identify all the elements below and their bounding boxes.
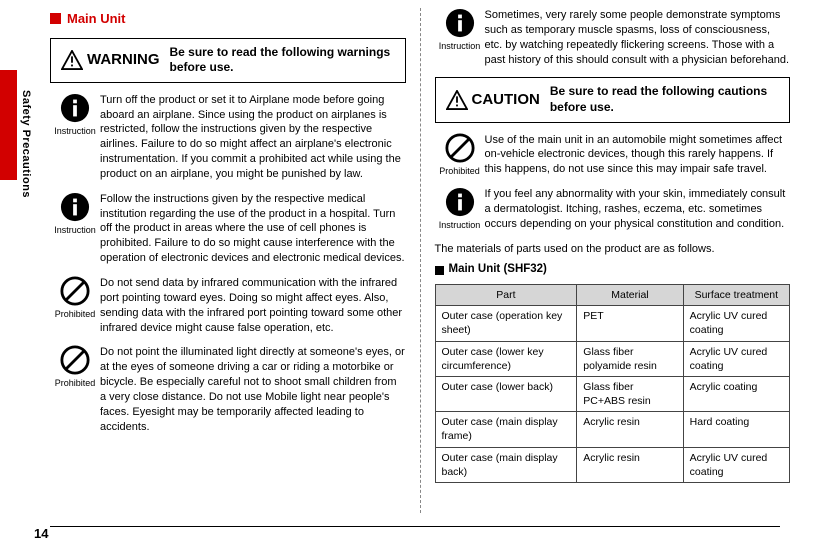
- table-cell: Outer case (lower back): [435, 376, 577, 411]
- table-row: Outer case (lower back)Glass fiber PC+AB…: [435, 376, 790, 411]
- precaution-item: InstructionSometimes, very rarely some p…: [435, 8, 791, 67]
- table-cell: Acrylic UV cured coating: [683, 341, 789, 376]
- table-cell: Glass fiber PC+ABS resin: [577, 376, 683, 411]
- section-bullet: [50, 13, 61, 24]
- materials-title: Main Unit (SHF32): [435, 262, 791, 278]
- page-rule: [50, 526, 780, 527]
- sub-bullet: [435, 266, 444, 275]
- precaution-text: Do not send data by infrared communicati…: [100, 276, 406, 335]
- precaution-text: Sometimes, very rarely some people demon…: [485, 8, 791, 67]
- side-label: Safety Precautions: [18, 90, 33, 198]
- precaution-item: InstructionFollow the instructions given…: [50, 192, 406, 266]
- warning-body: Be sure to read the following warnings b…: [170, 45, 395, 76]
- instruction-icon: Instruction: [50, 93, 100, 182]
- prohibited-icon: Prohibited: [435, 133, 485, 178]
- table-cell: Acrylic resin: [577, 447, 683, 482]
- table-row: Outer case (main display frame)Acrylic r…: [435, 412, 790, 447]
- precaution-item: InstructionIf you feel any abnormality w…: [435, 187, 791, 232]
- caution-body: Be sure to read the following cautions b…: [550, 84, 779, 115]
- instruction-icon: Instruction: [50, 192, 100, 266]
- table-cell: Acrylic UV cured coating: [683, 306, 789, 341]
- precaution-text: Follow the instructions given by the res…: [100, 192, 406, 266]
- right-column: InstructionSometimes, very rarely some p…: [421, 8, 791, 513]
- table-cell: Outer case (main display frame): [435, 412, 577, 447]
- instruction-icon: Instruction: [435, 8, 485, 67]
- table-cell: Outer case (lower key circumference): [435, 341, 577, 376]
- left-column: Main Unit WARNING Be sure to read the fo…: [50, 8, 420, 513]
- caution-box: CAUTION Be sure to read the following ca…: [435, 77, 791, 122]
- caution-icon: [446, 90, 468, 110]
- prohibited-icon: Prohibited: [50, 276, 100, 335]
- table-cell: Hard coating: [683, 412, 789, 447]
- precaution-text: Turn off the product or set it to Airpla…: [100, 93, 406, 182]
- warning-box: WARNING Be sure to read the following wa…: [50, 38, 406, 83]
- table-cell: PET: [577, 306, 683, 341]
- precaution-text: Use of the main unit in an automobile mi…: [485, 133, 791, 178]
- section-title: Main Unit: [67, 10, 126, 28]
- page-number: 14: [34, 525, 48, 543]
- table-cell: Acrylic coating: [683, 376, 789, 411]
- precaution-item: ProhibitedUse of the main unit in an aut…: [435, 133, 791, 178]
- table-row: Outer case (lower key circumference)Glas…: [435, 341, 790, 376]
- table-header: Part: [435, 284, 577, 305]
- prohibited-icon: Prohibited: [50, 345, 100, 434]
- table-header: Material: [577, 284, 683, 305]
- table-cell: Acrylic resin: [577, 412, 683, 447]
- precaution-text: Do not point the illuminated light direc…: [100, 345, 406, 434]
- precaution-text: If you feel any abnormality with your sk…: [485, 187, 791, 232]
- instruction-icon: Instruction: [435, 187, 485, 232]
- side-tab: [0, 70, 17, 180]
- warning-label: WARNING: [61, 50, 160, 70]
- table-cell: Outer case (operation key sheet): [435, 306, 577, 341]
- table-row: Outer case (operation key sheet)PETAcryl…: [435, 306, 790, 341]
- content: Main Unit WARNING Be sure to read the fo…: [50, 8, 790, 513]
- precaution-item: InstructionTurn off the product or set i…: [50, 93, 406, 182]
- table-cell: Outer case (main display back): [435, 447, 577, 482]
- materials-intro: The materials of parts used on the produ…: [435, 242, 791, 257]
- table-cell: Glass fiber polyamide resin: [577, 341, 683, 376]
- precaution-item: ProhibitedDo not point the illuminated l…: [50, 345, 406, 434]
- table-cell: Acrylic UV cured coating: [683, 447, 789, 482]
- materials-table: PartMaterialSurface treatment Outer case…: [435, 284, 791, 483]
- caution-label: CAUTION: [446, 90, 540, 110]
- precaution-item: ProhibitedDo not send data by infrared c…: [50, 276, 406, 335]
- warning-icon: [61, 50, 83, 70]
- section-head: Main Unit: [50, 8, 406, 34]
- table-header: Surface treatment: [683, 284, 789, 305]
- table-row: Outer case (main display back)Acrylic re…: [435, 447, 790, 482]
